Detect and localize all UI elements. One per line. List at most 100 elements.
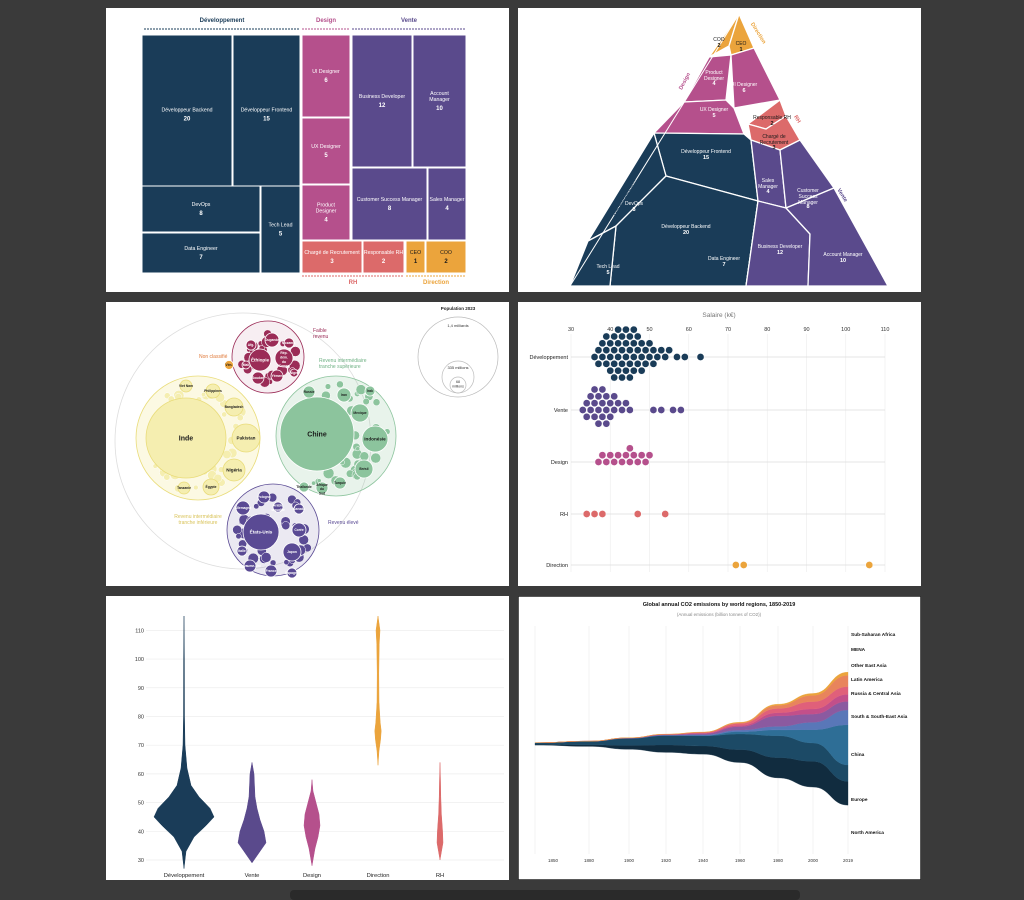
- voronoi-value-developpeur-frontend: 15: [703, 155, 709, 161]
- beeswarm-dot-design: [606, 451, 615, 460]
- voronoi-value-charge-de-recrutement: 3: [772, 145, 775, 151]
- country-circle-arabie-saoudite: [272, 501, 284, 513]
- country-label-bresil: Brésil: [359, 467, 368, 471]
- upper-middle-bubble: [372, 398, 381, 407]
- treemap-value-data-engineer: 7: [199, 255, 203, 261]
- row-label-direction: Direction: [546, 563, 568, 569]
- treemap-value-ux-designer: 5: [324, 153, 328, 159]
- beeswarm-dot-developpement: [622, 353, 630, 361]
- beeswarm-dot-vente: [602, 419, 611, 428]
- country-circle-pologne: [257, 490, 271, 504]
- series-label-mena: MENA: [851, 647, 866, 653]
- beeswarm-dot-developpement: [606, 366, 615, 375]
- stacked-area-panel: Global annual CO2 emissions by world reg…: [518, 596, 921, 880]
- country-label-pakistan: Pakistan: [237, 436, 256, 441]
- beeswarm-dot-vente: [626, 406, 634, 414]
- beeswarm-dot-design: [629, 451, 638, 460]
- country-circle-inde: [145, 397, 227, 479]
- country-circle-mexique: [350, 403, 370, 423]
- country-label-tanzanie: Tanzanie: [177, 486, 191, 490]
- upper-middle-bubble: [336, 380, 344, 389]
- country-label-ethiopie: Éthiopie: [251, 356, 270, 363]
- beeswarm-dot-developpement: [622, 325, 630, 334]
- country-circle-coree: [291, 522, 307, 538]
- beeswarm-dot-developpement: [622, 366, 630, 375]
- country-circle-ven: [224, 360, 234, 370]
- beeswarm-dot-developpement: [629, 353, 638, 361]
- voronoi-value-ui-designer: 6: [742, 88, 745, 94]
- treemap-cell-charge-de-recrutement: [301, 240, 363, 274]
- country-label-canada: Canada: [293, 507, 305, 511]
- beeswarm-dot-developpement: [614, 353, 622, 361]
- voronoi-label-developpeur-frontend: Développeur Frontend: [681, 149, 731, 155]
- x-tick-60: 60: [686, 327, 692, 333]
- beeswarm-dot-developpement: [610, 373, 619, 382]
- country-circle-rep-dem-du-congo: [274, 348, 294, 368]
- voronoi-label-ux-designer: UX Designer: [700, 107, 729, 113]
- beeswarm-dot-developpement: [598, 353, 607, 361]
- circle-packing-chart: Éthiopie Rép. dém. du Congo Ouganda Soudan Yéme…: [114, 306, 499, 579]
- country-circle-japon: [282, 542, 302, 562]
- country-circle-turquie: [333, 476, 347, 490]
- bottom-scrollbar[interactable]: [290, 890, 800, 900]
- legend-circle-small: [449, 376, 467, 394]
- beeswarm-dot-vente: [606, 399, 615, 408]
- country-circle-mali: [241, 360, 251, 370]
- treemap-value-charge-de-recrutement: 3: [330, 259, 334, 265]
- beeswarm-dot-rh: [590, 510, 599, 518]
- beeswarm-dot-vente: [610, 406, 619, 414]
- beeswarm-dot-developpement: [614, 339, 622, 348]
- voronoi-label-coo: COO: [713, 37, 725, 43]
- voronoi-cell-ui-designer: [730, 47, 781, 109]
- beeswarm-dot-developpement: [622, 339, 630, 348]
- legend-value-small: 68 millions: [452, 380, 464, 389]
- country-label-mali: Mali: [243, 363, 249, 367]
- beeswarm-dot-design: [618, 458, 626, 466]
- treemap-cell-coo: [425, 240, 467, 274]
- beeswarm-dot-vente: [649, 406, 658, 414]
- treemap-label-developpeur-frontend: Développeur Frontend: [241, 108, 293, 114]
- voronoi-value-data-engineer: 7: [722, 262, 725, 268]
- country-label-mozamb: Mozamb.: [282, 341, 296, 345]
- treemap-value-ui-designer: 6: [324, 78, 328, 84]
- beeswarm-dot-developpement: [633, 332, 642, 341]
- lower-middle-bubble: [193, 484, 199, 491]
- beeswarm-dot-vente: [598, 385, 607, 394]
- country-label-italie: Italie: [238, 549, 246, 553]
- group-label-revenu-intermediaire-tranche-superieure: Revenu intermédiaire tranche supérieure: [319, 358, 367, 370]
- group-label-rh: RH: [349, 280, 358, 286]
- series-label-europe: Europe: [851, 797, 868, 803]
- area-sub-saharan-africa: [534, 672, 849, 743]
- group-label-direction: Direction: [423, 280, 449, 286]
- voronoi-label-business-developer: Business Developer: [758, 244, 803, 250]
- country-label-espagne: Espagne: [285, 571, 299, 575]
- country-circle-afg: [245, 339, 257, 351]
- beeswarm-dot-developpement: [633, 346, 642, 355]
- country-circle-philippines: [205, 383, 221, 399]
- voronoi-value-business-developer: 12: [777, 250, 783, 256]
- beeswarm-dot-developpement: [602, 332, 611, 341]
- beeswarm-dot-rh: [598, 510, 607, 518]
- treemap-cell-developpeur-backend: [141, 34, 233, 195]
- voronoi-label-product-designer: Product Designer: [704, 70, 724, 82]
- country-circle-allemagne: [235, 500, 251, 516]
- treemap-label-ux-designer: UX Designer: [311, 144, 341, 150]
- beeswarm-dot-developpement: [618, 373, 626, 382]
- beeswarm-dot-developpement: [633, 359, 642, 368]
- beeswarm-dot-vente: [586, 406, 595, 414]
- row-label-design: Design: [551, 460, 568, 466]
- beeswarm-dot-developpement: [649, 346, 658, 355]
- beeswarm-dot-vente: [582, 412, 591, 421]
- country-label-royaume-uni: Royaume-Uni: [239, 564, 260, 568]
- beeswarm-dot-design: [598, 451, 607, 460]
- beeswarm-dot-rh: [582, 510, 591, 518]
- x-tick-90: 90: [803, 327, 809, 333]
- beeswarm-dot-developpement: [637, 366, 646, 375]
- x-label-direction: Direction: [367, 873, 390, 879]
- treemap-value-sales-manager: 4: [445, 206, 449, 212]
- treemap-value-product-designer: 4: [324, 218, 328, 224]
- beeswarm-panel: Salaire (k€) 30 40 50 60 70 80 90 100 110 Développ…: [518, 302, 921, 586]
- voronoi-value-customer-success-manager: 8: [806, 204, 809, 210]
- upper-middle-bubble: [311, 480, 317, 486]
- group-label-developpement: Développement: [200, 18, 245, 24]
